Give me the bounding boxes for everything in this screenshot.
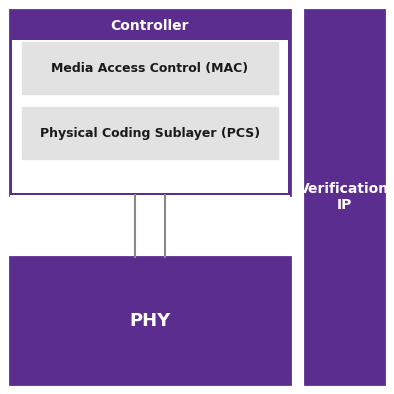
Bar: [22, 107, 278, 159]
Bar: [12, 40, 288, 193]
Text: Verification
IP: Verification IP: [299, 182, 390, 212]
Text: Physical Coding Sublayer (PCS): Physical Coding Sublayer (PCS): [40, 126, 260, 139]
Bar: [10, 10, 290, 195]
Text: PHY: PHY: [129, 312, 171, 329]
Bar: [22, 42, 278, 94]
Bar: [10, 257, 290, 384]
Text: Media Access Control (MAC): Media Access Control (MAC): [52, 61, 249, 74]
Text: Controller: Controller: [111, 19, 189, 33]
Bar: [10, 195, 290, 257]
Bar: [305, 10, 384, 384]
